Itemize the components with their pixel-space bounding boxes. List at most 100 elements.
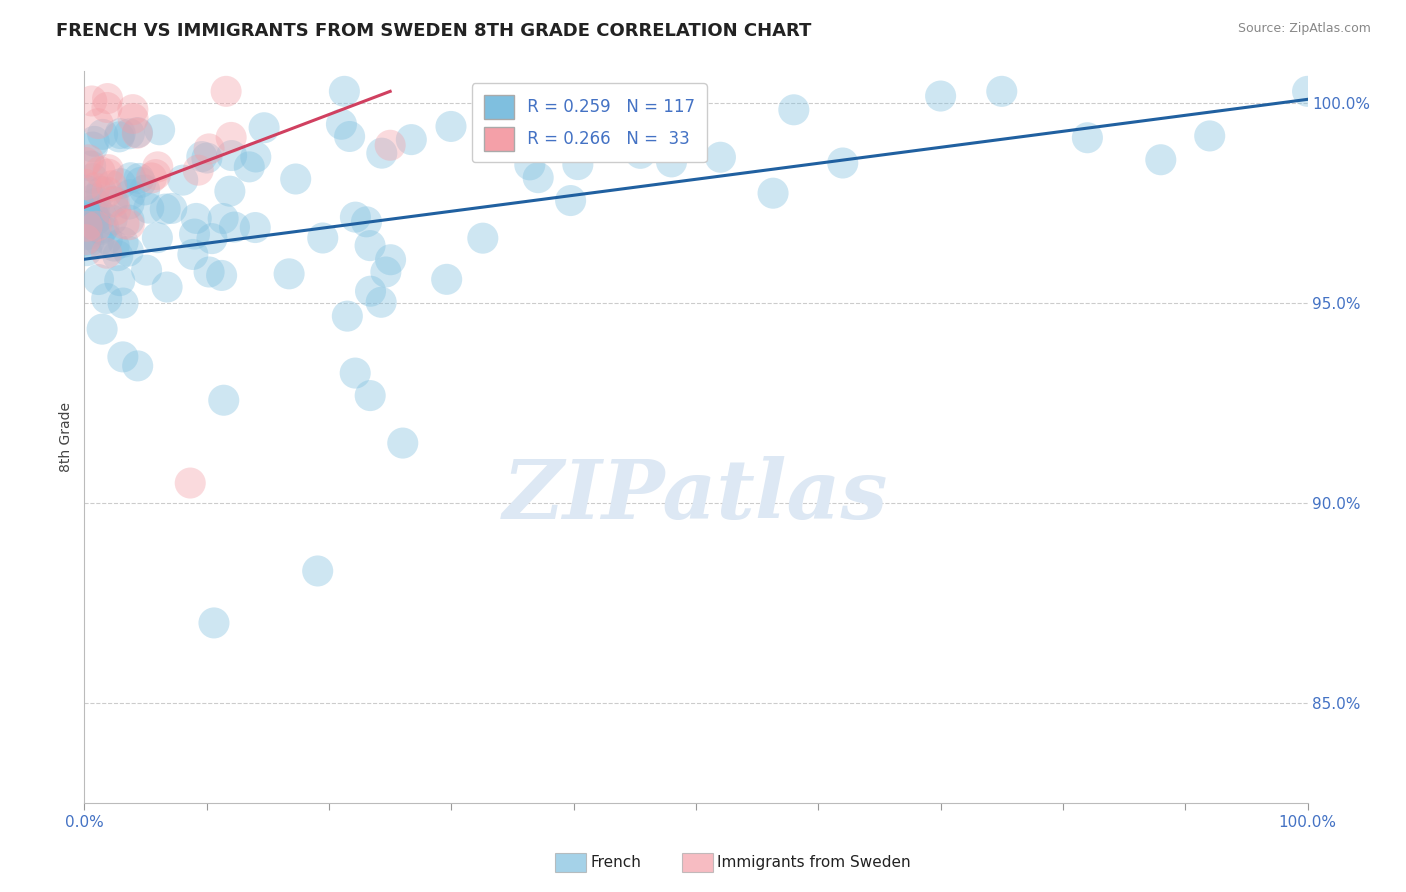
Point <box>87 234 110 248</box>
Point <box>149 122 172 136</box>
Point <box>100 178 122 193</box>
Point <box>138 201 160 215</box>
Point <box>96 232 118 246</box>
Point <box>135 263 157 277</box>
Point <box>141 170 163 185</box>
Point <box>80 203 103 218</box>
Point <box>201 232 224 246</box>
Point <box>75 233 97 247</box>
Point <box>238 160 260 174</box>
Point <box>1198 128 1220 143</box>
Point <box>991 84 1014 98</box>
Point <box>1150 153 1173 167</box>
Point <box>84 219 107 234</box>
Point <box>183 227 205 241</box>
Point <box>76 219 98 234</box>
Point <box>84 196 107 211</box>
Point <box>567 158 589 172</box>
Point <box>401 133 423 147</box>
Point <box>127 126 149 140</box>
Point <box>391 436 413 450</box>
Point <box>77 153 100 167</box>
Point <box>156 280 179 294</box>
Point <box>146 230 169 244</box>
Point <box>762 186 785 201</box>
Point <box>96 292 118 306</box>
Point <box>344 366 367 380</box>
Point <box>336 309 359 323</box>
Point <box>77 235 100 249</box>
Point <box>370 295 392 310</box>
Point <box>89 164 111 178</box>
Legend:  R = 0.259   N = 117,  R = 0.266   N =  33: R = 0.259 N = 117, R = 0.266 N = 33 <box>472 83 707 162</box>
Point <box>371 146 394 161</box>
Point <box>111 350 134 364</box>
Point <box>82 171 104 186</box>
Point <box>436 272 458 286</box>
Point <box>215 84 238 98</box>
Point <box>831 156 853 170</box>
Point <box>76 227 98 242</box>
Point <box>356 215 378 229</box>
Point <box>118 218 141 232</box>
Point <box>380 138 402 153</box>
Point <box>87 272 110 286</box>
Point <box>380 252 402 267</box>
Point <box>75 178 97 192</box>
Point <box>103 239 125 253</box>
Point <box>219 130 242 145</box>
Point <box>155 202 177 216</box>
Point <box>96 91 118 105</box>
Point <box>527 170 550 185</box>
Text: French: French <box>591 855 641 870</box>
Point <box>83 216 105 230</box>
Point <box>1076 130 1098 145</box>
Text: ZIPatlas: ZIPatlas <box>503 456 889 535</box>
Point <box>83 192 105 206</box>
Point <box>198 265 221 279</box>
Point <box>122 112 145 126</box>
Point <box>127 359 149 373</box>
Point <box>108 274 131 288</box>
Point <box>110 127 132 141</box>
Point <box>75 233 97 247</box>
Point <box>76 217 98 231</box>
Point <box>93 220 115 235</box>
Point <box>128 171 150 186</box>
Point <box>218 184 240 198</box>
Point <box>245 220 267 235</box>
Point <box>110 177 132 191</box>
Point <box>97 162 120 177</box>
Point <box>224 220 246 235</box>
Point <box>108 129 131 144</box>
Point <box>186 211 208 226</box>
Point <box>83 134 105 148</box>
Point <box>118 197 141 211</box>
Point <box>253 120 276 135</box>
Point <box>103 195 125 210</box>
Point <box>333 84 356 98</box>
Point <box>307 564 329 578</box>
Text: FRENCH VS IMMIGRANTS FROM SWEDEN 8TH GRADE CORRELATION CHART: FRENCH VS IMMIGRANTS FROM SWEDEN 8TH GRA… <box>56 22 811 40</box>
Point <box>91 128 114 142</box>
Point <box>96 100 118 114</box>
Point <box>91 222 114 236</box>
Point <box>101 213 124 227</box>
Text: Source: ZipAtlas.com: Source: ZipAtlas.com <box>1237 22 1371 36</box>
Point <box>97 167 120 181</box>
Point <box>118 213 141 227</box>
Point <box>212 211 235 226</box>
Point <box>75 155 97 169</box>
Point <box>76 184 98 198</box>
Point <box>120 170 142 185</box>
Point <box>82 140 104 154</box>
Point <box>90 185 112 199</box>
Point <box>1296 84 1319 98</box>
Point <box>471 231 494 245</box>
Point <box>101 194 124 209</box>
Point <box>121 103 143 117</box>
Point <box>191 150 214 164</box>
Point <box>440 120 463 134</box>
Point <box>312 231 335 245</box>
Point <box>628 146 651 161</box>
